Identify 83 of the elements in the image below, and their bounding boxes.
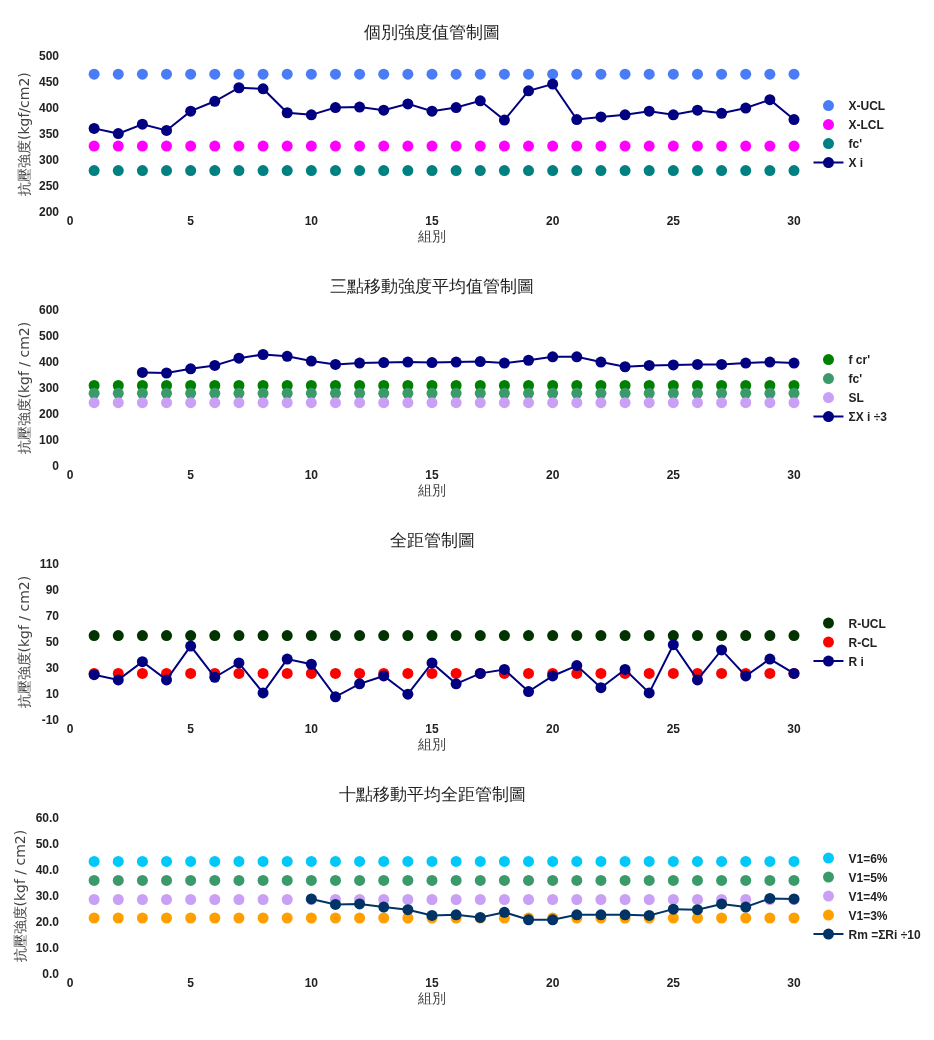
- legend-label: V1=4%: [848, 889, 888, 904]
- x-tick-label: 10: [304, 722, 319, 737]
- legend-label: Rm =ΣRi ÷10: [848, 927, 921, 942]
- legend-label: ΣX i ÷3: [848, 410, 888, 425]
- y-tick-label: 70: [45, 609, 60, 624]
- x-axis-title: 組別: [417, 990, 446, 1007]
- y-tick-label: 500: [38, 329, 60, 344]
- y-tick-label: 200: [38, 205, 60, 220]
- y-tick-label: 600: [38, 303, 60, 318]
- x-tick-label: 10: [304, 976, 319, 991]
- y-tick-label: 10.0: [35, 941, 60, 956]
- y-tick-label: 40.0: [35, 863, 60, 878]
- x-tick-label: 20: [545, 468, 560, 483]
- x-tick-label: 25: [666, 468, 681, 483]
- x-axis-title: 組別: [417, 482, 446, 499]
- x-tick-label: 5: [187, 214, 195, 229]
- y-tick-label: 450: [38, 75, 60, 90]
- legend-label: V1=5%: [848, 870, 888, 885]
- y-axis-title: 抗壓強度(kgf/cm2): [15, 72, 32, 197]
- x-tick-label: 0: [66, 976, 74, 991]
- x-tick-label: 5: [187, 722, 195, 737]
- y-tick-label: 400: [38, 101, 60, 116]
- y-tick-label: 300: [38, 153, 60, 168]
- y-tick-label: 10: [45, 687, 60, 702]
- x-tick-label: 25: [666, 976, 681, 991]
- x-tick-label: 5: [187, 976, 195, 991]
- y-tick-label: -10: [41, 713, 60, 728]
- legend-label: R-CL: [848, 635, 878, 650]
- x-tick-label: 15: [425, 976, 439, 991]
- y-tick-label: 500: [38, 49, 60, 64]
- x-tick-label: 15: [425, 214, 439, 229]
- chart-title: 全距管制圖: [390, 530, 475, 550]
- x-tick-label: 5: [187, 468, 195, 483]
- x-tick-label: 25: [666, 722, 681, 737]
- y-tick-label: 60.0: [35, 811, 60, 826]
- y-axis-title: 抗壓強度(kgf / cm2): [15, 321, 32, 455]
- legend-label: fc': [848, 372, 863, 387]
- y-tick-label: 50: [45, 635, 60, 650]
- y-tick-label: 250: [38, 179, 60, 194]
- x-tick-label: 30: [787, 976, 801, 991]
- y-tick-label: 50.0: [35, 837, 60, 852]
- y-tick-label: 30: [45, 661, 60, 676]
- chart-title: 三點移動強度平均值管制圖: [330, 276, 534, 296]
- x-axis-title: 組別: [417, 736, 446, 753]
- x-tick-label: 20: [545, 214, 560, 229]
- y-tick-label: 350: [38, 127, 60, 142]
- y-tick-label: 110: [39, 557, 60, 572]
- x-axis-title: 組別: [417, 228, 446, 245]
- x-tick-label: 25: [666, 214, 681, 229]
- legend-label: X-UCL: [848, 99, 886, 114]
- y-axis-title: 抗壓強度(kgf / cm2): [16, 575, 33, 709]
- legend-label: fc': [848, 137, 863, 152]
- y-tick-label: 400: [38, 355, 60, 370]
- y-tick-label: 200: [38, 407, 60, 422]
- legend-label: SL: [848, 391, 864, 406]
- y-tick-label: 30.0: [35, 889, 60, 904]
- x-tick-label: 0: [66, 214, 74, 229]
- legend-label: V1=3%: [848, 908, 888, 923]
- y-tick-label: 0.0: [42, 967, 60, 982]
- chart-title: 十點移動平均全距管制圖: [339, 784, 526, 804]
- y-tick-label: 90: [45, 583, 60, 598]
- legend-label: X i: [848, 156, 864, 171]
- y-axis-title: 抗壓強度(kgf / cm2): [12, 829, 29, 963]
- y-tick-label: 20.0: [35, 915, 60, 930]
- legend-label: R-UCL: [848, 616, 886, 631]
- x-tick-label: 15: [425, 722, 439, 737]
- x-tick-label: 10: [304, 468, 319, 483]
- legend-label: V1=6%: [848, 851, 888, 866]
- y-tick-label: 100: [38, 433, 60, 448]
- x-tick-label: 15: [425, 468, 439, 483]
- x-tick-label: 30: [787, 722, 801, 737]
- x-tick-label: 30: [787, 468, 801, 483]
- y-tick-label: 300: [38, 381, 60, 396]
- legend-label: f cr': [848, 353, 871, 368]
- x-tick-label: 20: [545, 722, 560, 737]
- x-tick-label: 10: [304, 214, 319, 229]
- legend-label: X-LCL: [848, 118, 884, 133]
- chart-title: 個別強度值管制圖: [364, 22, 500, 42]
- x-tick-label: 0: [66, 468, 74, 483]
- x-tick-label: 20: [545, 976, 560, 991]
- legend-label: R i: [848, 654, 864, 669]
- x-tick-label: 30: [787, 214, 801, 229]
- x-tick-label: 0: [66, 722, 74, 737]
